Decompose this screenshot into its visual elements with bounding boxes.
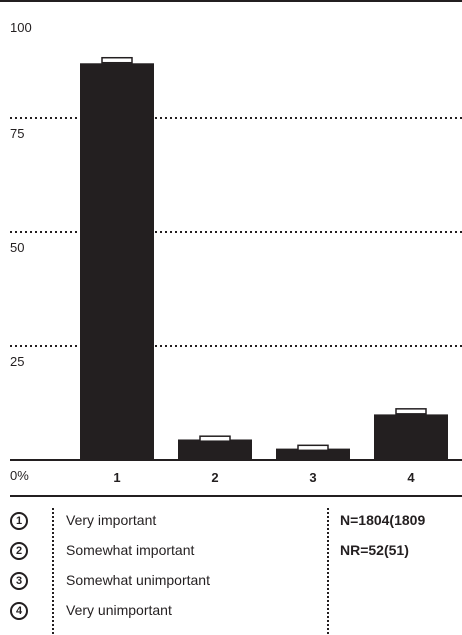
legend-item: 1 (0, 508, 28, 534)
x-tick-label: 1 (113, 470, 120, 485)
y-tick-label: 50 (10, 240, 24, 255)
y-tick-label: 25 (10, 354, 24, 369)
nonresponse-text: NR=52(51) (340, 542, 409, 558)
x-tick-label: 2 (211, 470, 218, 485)
legend-label: Very unimportant (66, 602, 172, 618)
comparison-marker (297, 444, 329, 452)
stats-divider (327, 508, 329, 634)
legend-item: 2 (0, 538, 28, 564)
bar-chart: 100 75 50 25 0% 1 2 3 4 (0, 0, 462, 497)
comparison-marker (199, 435, 231, 442)
bar (276, 448, 350, 460)
number-circle-icon: 1 (10, 512, 28, 530)
number-circle-icon: 4 (10, 602, 28, 620)
y-tick-label: 75 (10, 126, 24, 141)
bar (374, 414, 448, 460)
x-tick-label: 4 (407, 470, 415, 485)
legend-label: Somewhat unimportant (66, 572, 210, 588)
x-tick-label: 3 (309, 470, 316, 485)
comparison-marker (395, 408, 427, 415)
y-tick-label: 100 (10, 20, 32, 35)
sample-size-text: N=1804(1809 (340, 512, 426, 528)
number-circle-icon: 3 (10, 572, 28, 590)
legend-item: 3 (0, 568, 28, 594)
comparison-marker (101, 56, 133, 64)
y-tick-label: 0% (10, 468, 29, 483)
legend: 1 Very important 2 Somewhat important 3 … (0, 502, 462, 635)
legend-label: Somewhat important (66, 542, 195, 558)
number-circle-icon: 2 (10, 542, 28, 560)
bar (178, 439, 252, 460)
bar (80, 63, 154, 460)
legend-item: 4 (0, 598, 28, 624)
legend-divider (52, 508, 54, 634)
legend-label: Very important (66, 512, 157, 528)
